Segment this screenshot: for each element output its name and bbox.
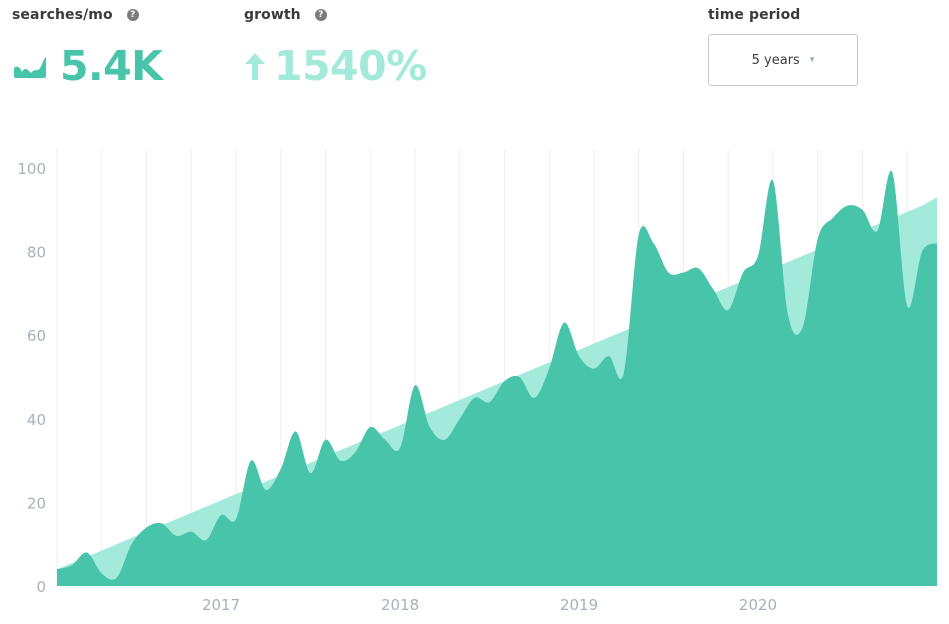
x-tick-label: 2019 bbox=[560, 596, 598, 614]
growth-stat: growth ? 1540% bbox=[244, 6, 427, 88]
time-period-label-row: time period bbox=[708, 6, 858, 24]
x-axis: 2017 2018 2019 2020 bbox=[202, 596, 777, 614]
y-tick-label: 80 bbox=[27, 244, 46, 262]
y-tick-label: 100 bbox=[17, 160, 46, 178]
searches-stat: searches/mo ? 5.4K bbox=[12, 6, 163, 90]
search-volume-chart: 0 20 40 60 80 100 2017 2018 2019 2020 bbox=[17, 150, 937, 614]
time-period-dropdown[interactable]: 5 years ▾ bbox=[708, 34, 858, 86]
searches-value-row: 5.4K bbox=[12, 41, 163, 90]
x-tick-label: 2017 bbox=[202, 596, 240, 614]
x-tick-label: 2018 bbox=[381, 596, 419, 614]
searches-value: 5.4K bbox=[60, 41, 163, 90]
y-tick-label: 20 bbox=[27, 494, 46, 512]
y-axis: 0 20 40 60 80 100 bbox=[17, 160, 46, 596]
searches-label: searches/mo bbox=[12, 7, 113, 23]
help-icon[interactable]: ? bbox=[314, 9, 327, 21]
x-tick-label: 2020 bbox=[739, 596, 777, 614]
y-tick-label: 60 bbox=[27, 327, 46, 345]
trend-sparkline-icon bbox=[12, 54, 48, 78]
growth-value-row: 1540% bbox=[244, 44, 427, 88]
searches-label-row: searches/mo ? bbox=[12, 6, 162, 24]
growth-label: growth bbox=[244, 7, 301, 23]
help-icon[interactable]: ? bbox=[126, 9, 139, 21]
chevron-down-icon: ▾ bbox=[809, 55, 815, 65]
growth-value: 1540% bbox=[274, 41, 427, 90]
time-period-selected: 5 years bbox=[751, 52, 800, 68]
volume-area bbox=[57, 170, 937, 587]
arrow-up-icon bbox=[244, 51, 266, 81]
growth-label-row: growth ? bbox=[244, 6, 427, 24]
y-tick-label: 0 bbox=[36, 578, 46, 596]
time-period-control: time period 5 years ▾ bbox=[708, 6, 858, 86]
time-period-label: time period bbox=[708, 7, 801, 23]
y-tick-label: 40 bbox=[27, 411, 46, 429]
